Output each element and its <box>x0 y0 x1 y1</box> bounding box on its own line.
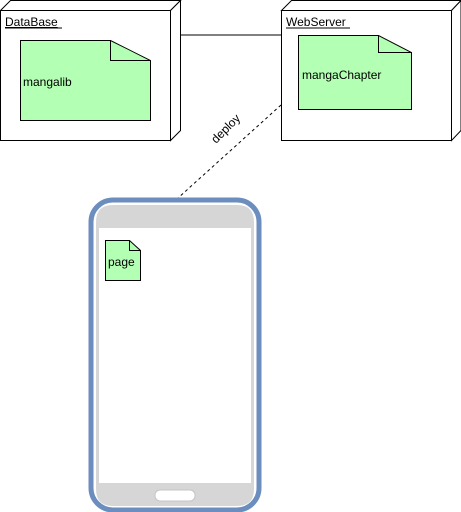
mangalib-artifact[interactable]: mangalib <box>20 40 151 121</box>
mangalib-label: mangalib <box>23 75 72 89</box>
page-artifact[interactable]: page <box>105 240 141 281</box>
home-button[interactable] <box>154 489 196 502</box>
webserver-label: WebServer <box>286 15 346 29</box>
phone-top-bezel <box>96 205 254 228</box>
deploy-label: deploy <box>208 111 243 146</box>
phone-left-bezel <box>96 228 99 483</box>
mangachapter-label: mangaChapter <box>302 68 381 82</box>
phone-right-bezel <box>251 228 254 483</box>
page-label: page <box>108 255 135 269</box>
mangachapter-artifact[interactable]: mangaChapter <box>298 35 412 110</box>
database-label: DataBase <box>5 15 58 29</box>
deploy-edge[interactable] <box>177 104 282 199</box>
